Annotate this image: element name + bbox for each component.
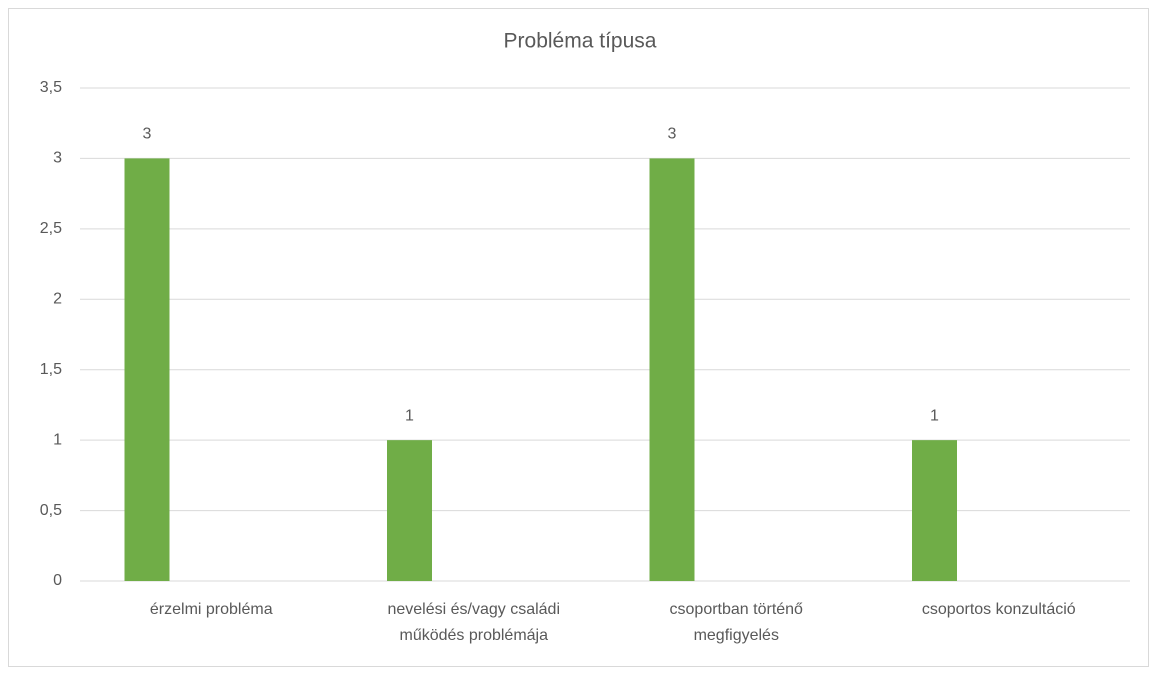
x-tick-label: nevelési és/vagy családi működés problém…: [387, 601, 561, 644]
bar: [649, 158, 695, 581]
y-tick-label: 3: [53, 150, 62, 167]
x-tick-label: csoportban történő megfigyelés: [669, 601, 803, 644]
data-label: 1: [405, 407, 414, 424]
y-tick-label: 1: [53, 431, 62, 448]
x-tick-label: csoportos konzultáció: [921, 601, 1076, 618]
y-tick-label: 3,5: [40, 79, 62, 96]
y-tick-label: 2: [53, 291, 62, 308]
y-tick-label: 2,5: [40, 220, 62, 237]
y-tick-label: 1,5: [40, 361, 62, 378]
bar: [124, 158, 170, 581]
y-tick-label: 0,5: [40, 502, 62, 519]
bar: [912, 440, 957, 581]
data-label: 3: [143, 126, 152, 143]
chart-border: [8, 8, 1149, 667]
y-tick-label: 0: [53, 572, 62, 589]
bar: [387, 440, 432, 581]
data-label: 1: [930, 407, 939, 424]
chart-title: Probléma típusa: [504, 30, 657, 53]
data-label: 3: [668, 126, 677, 143]
x-tick-label: érzelmi probléma: [149, 601, 273, 618]
